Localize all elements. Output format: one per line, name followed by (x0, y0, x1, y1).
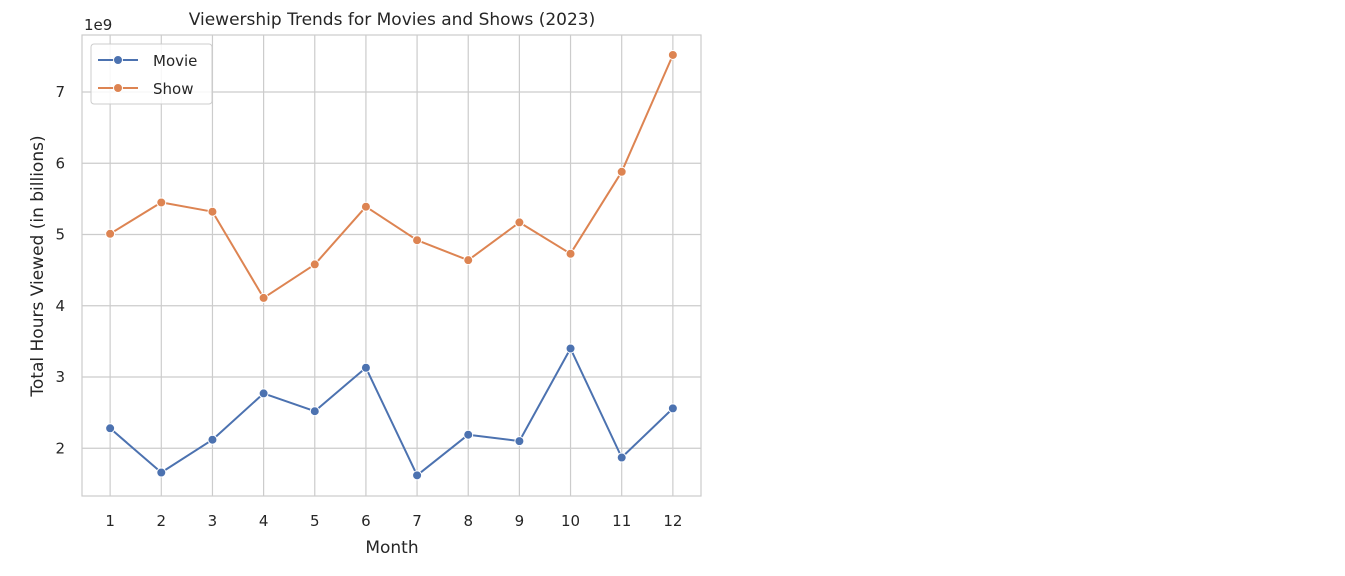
legend: Movie Show (90, 43, 213, 105)
y-axis-label: Total Hours Viewed (in billions) (28, 135, 48, 397)
data-point-show (105, 228, 116, 239)
data-point-show (565, 248, 576, 259)
data-point-show (360, 201, 371, 212)
x-tick-label: 4 (259, 512, 269, 530)
x-tick-label: 6 (361, 512, 371, 530)
legend-label-show: Show (153, 80, 193, 98)
data-point-movie (667, 403, 678, 414)
data-point-show (309, 259, 320, 270)
data-point-movie (412, 470, 423, 481)
x-tick-label: 2 (157, 512, 167, 530)
x-tick-label: 3 (208, 512, 218, 530)
x-tick-label: 12 (663, 512, 682, 530)
plot-area (82, 35, 701, 496)
series-line-movie (109, 347, 674, 477)
data-point-show (207, 206, 218, 217)
x-tick-label: 7 (412, 512, 422, 530)
y-tick-label: 5 (55, 226, 65, 244)
y-tick-labels: 2 3 4 5 6 7 (55, 83, 65, 457)
data-point-show (412, 235, 423, 246)
series-movie (105, 343, 678, 481)
series-line-show (109, 54, 674, 299)
x-axis-label: Month (365, 538, 418, 558)
y-tick-label: 6 (55, 154, 65, 172)
data-point-movie (105, 423, 116, 434)
chart-title: Viewership Trends for Movies and Shows (… (189, 10, 596, 30)
data-point-movie (207, 434, 218, 445)
y-offset-label: 1e9 (84, 16, 112, 34)
data-point-show (258, 292, 269, 303)
legend-label-movie: Movie (153, 52, 197, 70)
y-tick-label: 4 (55, 297, 65, 315)
data-point-show (667, 49, 678, 60)
x-tick-label: 1 (105, 512, 115, 530)
x-tick-label: 9 (515, 512, 525, 530)
data-point-movie (616, 452, 627, 463)
x-tick-label: 11 (612, 512, 631, 530)
x-tick-labels: 1 2 3 4 5 6 7 8 9 10 11 12 (105, 512, 682, 530)
grid-lines (82, 35, 701, 496)
x-tick-label: 10 (561, 512, 580, 530)
x-tick-label: 8 (463, 512, 473, 530)
data-point-movie (258, 388, 269, 399)
data-point-movie (156, 467, 167, 478)
data-point-movie (565, 343, 576, 354)
data-point-movie (309, 406, 320, 417)
data-point-show (463, 255, 474, 266)
plot-frame (81, 34, 702, 497)
data-point-show (156, 197, 167, 208)
legend-marker-movie (113, 55, 123, 65)
data-point-movie (463, 429, 474, 440)
y-tick-label: 3 (55, 368, 65, 386)
data-point-movie (360, 362, 371, 373)
data-point-show (514, 217, 525, 228)
y-tick-label: 7 (55, 83, 65, 101)
series-layer (105, 49, 678, 481)
y-tick-label: 2 (55, 439, 65, 457)
x-tick-label: 5 (310, 512, 320, 530)
data-point-show (616, 166, 627, 177)
legend-marker-show (113, 83, 123, 93)
data-point-movie (514, 436, 525, 447)
series-show (105, 49, 678, 303)
